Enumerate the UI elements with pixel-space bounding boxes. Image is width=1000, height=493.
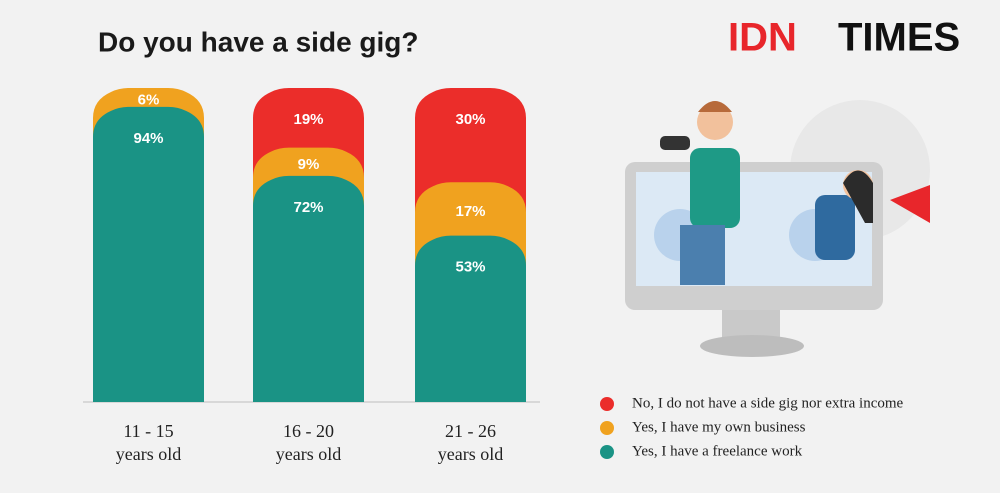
value-label: 72% — [293, 199, 323, 216]
illustration — [625, 100, 930, 357]
legend-label: Yes, I have my own business — [632, 419, 806, 435]
legend-label: No, I do not have a side gig nor extra i… — [632, 395, 904, 411]
value-label: 17% — [455, 203, 485, 220]
value-label: 6% — [138, 91, 160, 108]
logo-idn: IDN — [728, 16, 797, 60]
legend-swatch — [600, 397, 614, 411]
value-label: 19% — [293, 111, 323, 128]
value-label: 53% — [455, 259, 485, 276]
legend-swatch — [600, 421, 614, 435]
bar-segment — [93, 106, 204, 402]
bar-segment — [253, 175, 364, 402]
value-label: 94% — [133, 130, 163, 147]
x-tick-label: 21 - 26 years old — [437, 421, 504, 464]
chart-title: Do you have a side gig? — [98, 26, 419, 57]
x-tick-label: 11 - 15 years old — [115, 421, 182, 464]
x-tick-label: 16 - 20 years old — [275, 421, 342, 464]
value-label: 9% — [298, 156, 320, 173]
legend-label: Yes, I have a freelance work — [632, 443, 803, 459]
bar-segment — [415, 235, 526, 402]
value-label: 30% — [455, 111, 485, 128]
legend-swatch — [600, 445, 614, 459]
logo-times: TIMES — [838, 16, 960, 60]
